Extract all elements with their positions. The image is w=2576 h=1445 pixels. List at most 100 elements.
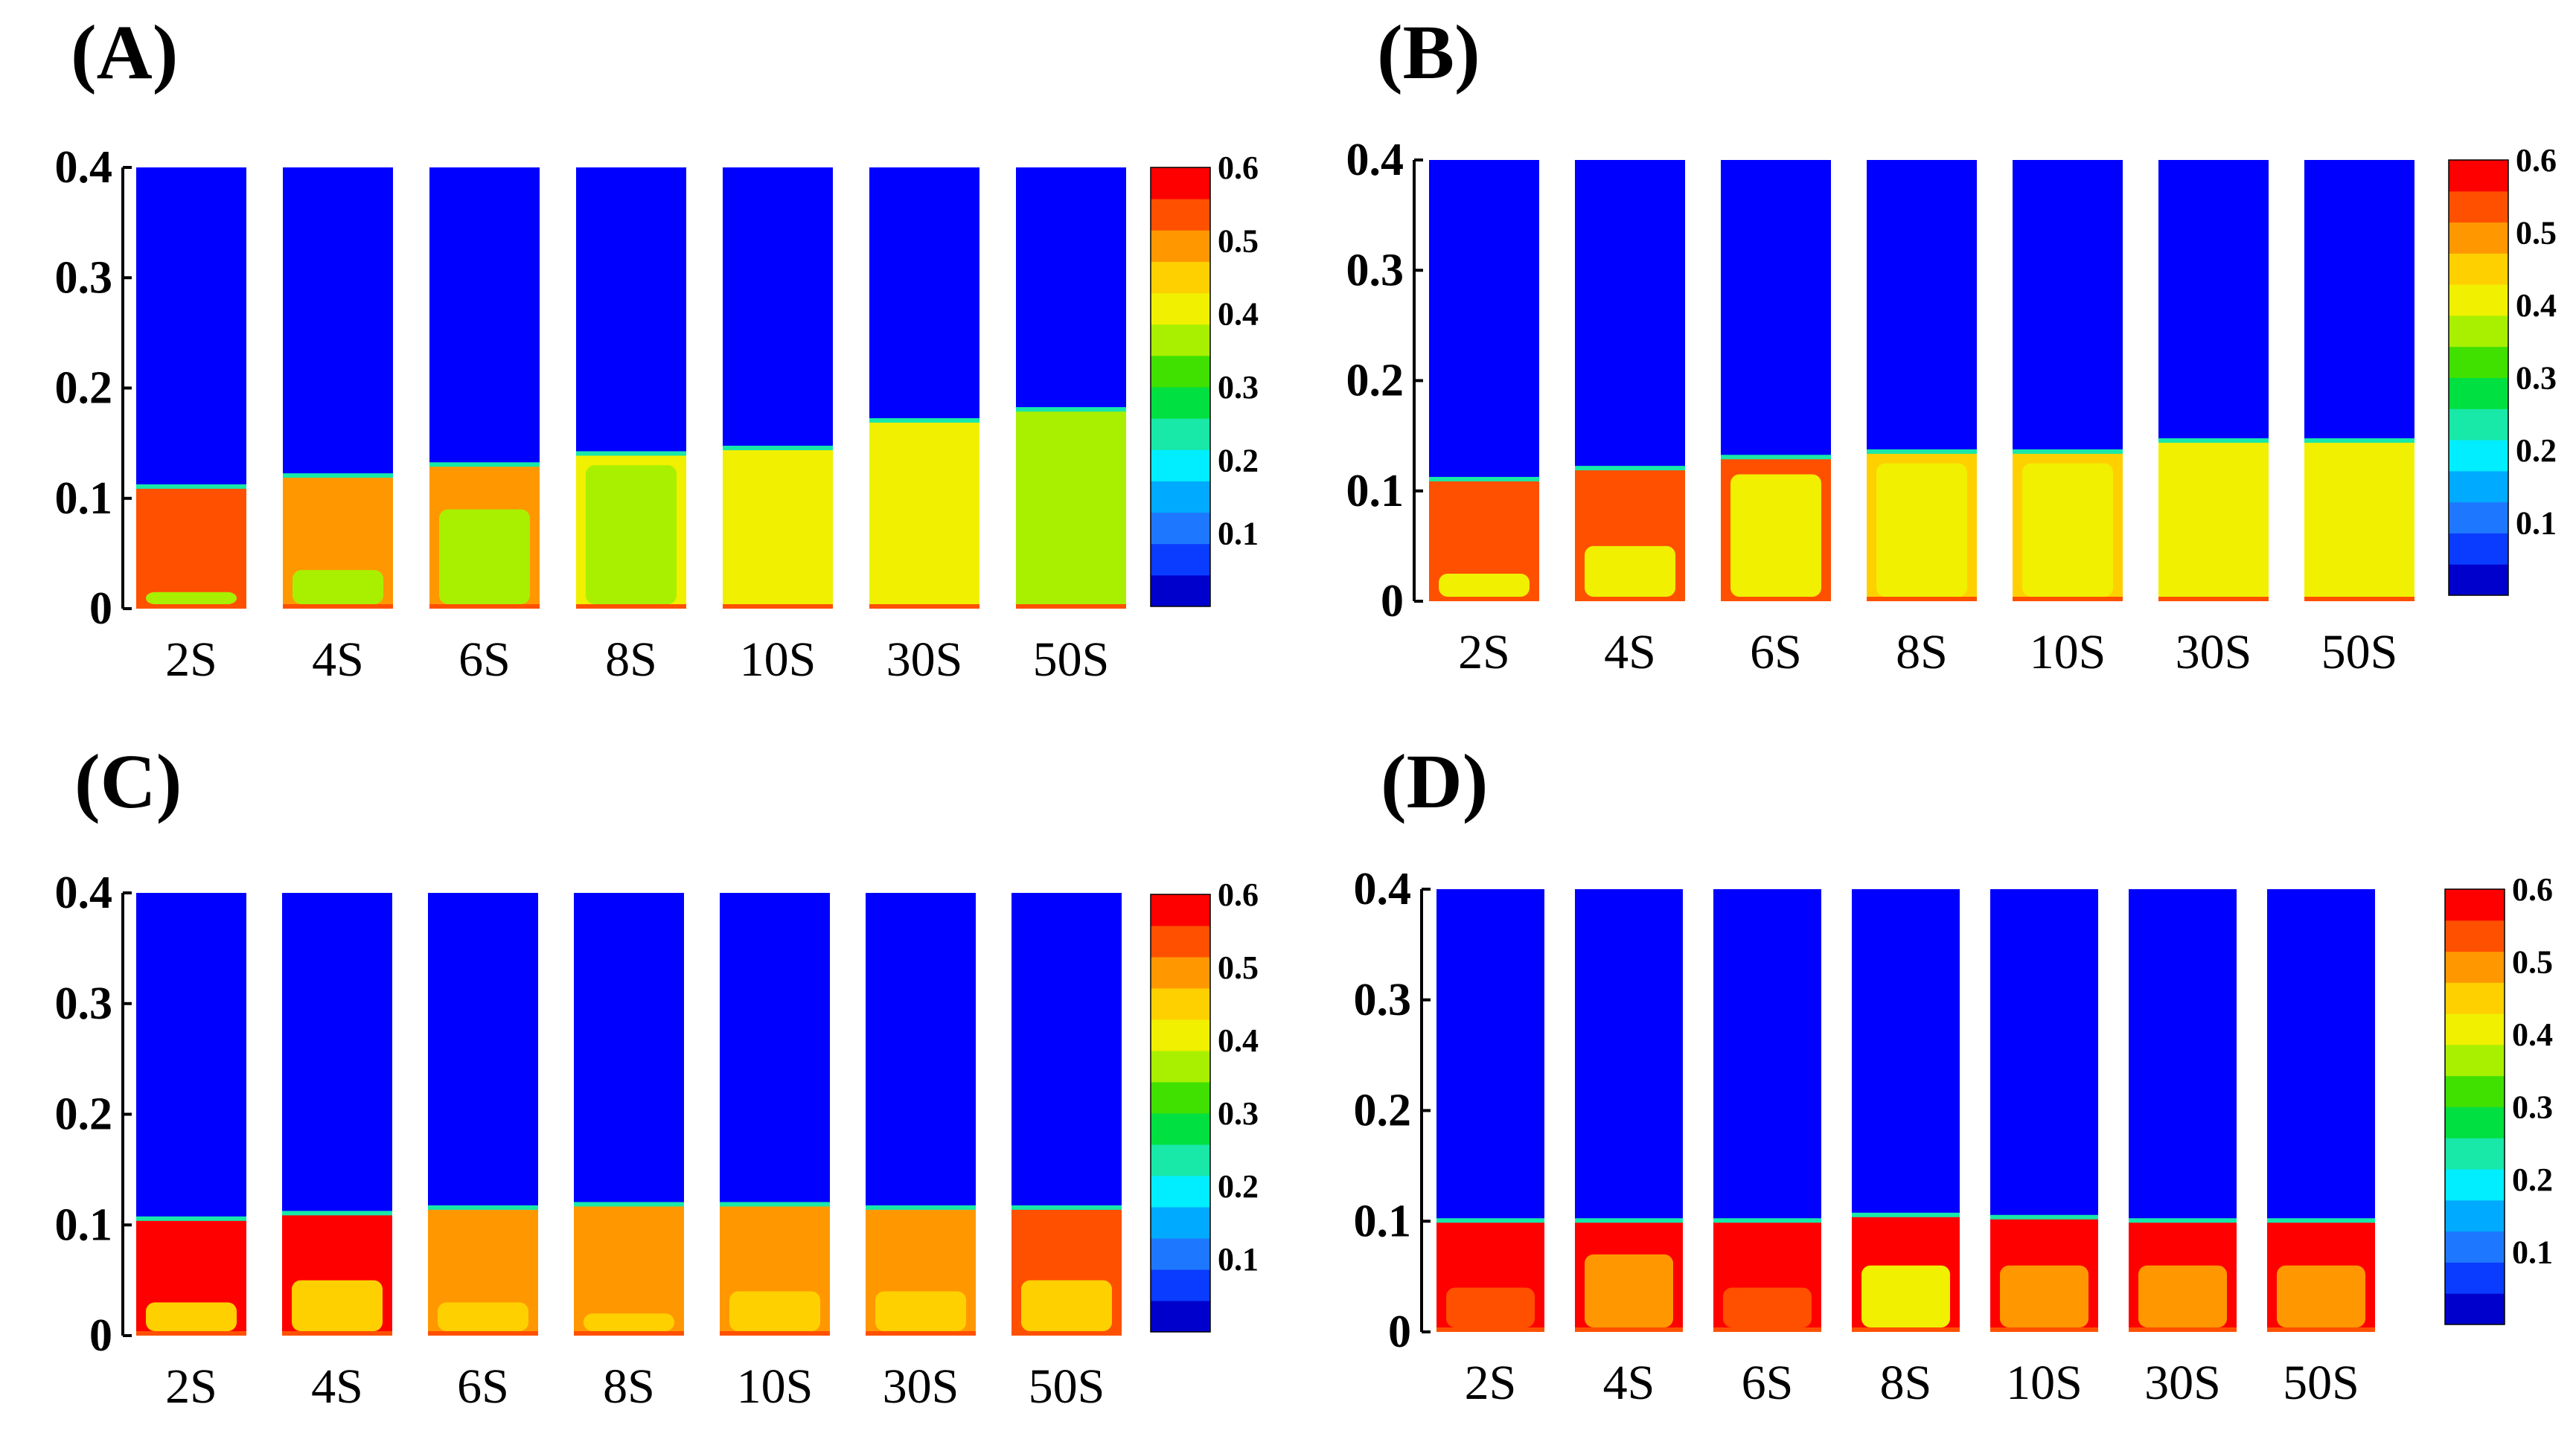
panel-c: (C) 0 0.1 0.2 0.3 0.4 2S 4S 6S 8S 10S 30S 50S 0.1 0.2 0…: [55, 739, 1259, 1414]
colorbar-segment: [2449, 284, 2508, 316]
colorbar-segment: [2449, 408, 2508, 440]
bar-bottom: [1990, 1327, 2098, 1332]
colorbar-segment: [2449, 315, 2508, 347]
bar-bottom: [428, 1331, 538, 1336]
x-tick-label: 6S: [1750, 625, 1802, 679]
x-tick-label: 4S: [1604, 625, 1656, 679]
bar-interface: [1721, 455, 1831, 460]
x-tick-label: 10S: [737, 1359, 814, 1414]
bar-interface: [723, 446, 833, 451]
x-tick-label: 2S: [165, 632, 217, 687]
bar-interface: [1852, 1212, 1960, 1217]
colorbar-segment: [2449, 440, 2508, 472]
y-tick-label: 0: [89, 1310, 112, 1361]
colorbar-segment: [1151, 926, 1210, 958]
bar-bottom: [1575, 597, 1685, 601]
panel-label: (C): [74, 739, 182, 824]
panel-label: (D): [1381, 739, 1488, 824]
colorbar-tick-label: 0.5: [2512, 944, 2553, 981]
colorbar-tick-label: 0.1: [1218, 516, 1259, 552]
bar-interface: [2013, 449, 2123, 454]
x-tick-label: 4S: [1603, 1356, 1655, 1410]
colorbar-segment: [2445, 951, 2505, 983]
bar-interface: [136, 484, 246, 489]
colorbar-tick-label: 0.1: [1218, 1241, 1259, 1278]
panel-label: (B): [1377, 10, 1480, 95]
colorbar-tick-label: 0.4: [2516, 287, 2557, 324]
bar-interface: [2158, 438, 2269, 443]
bar-core: [2000, 1265, 2088, 1327]
colorbar-segment: [1151, 1238, 1210, 1270]
y-tick-label: 0.3: [1346, 245, 1404, 295]
bar-interface: [283, 473, 393, 478]
bar-core: [1861, 1265, 1950, 1327]
colorbar-tick-label: 0.6: [1218, 877, 1259, 913]
colorbar-frame: [2448, 159, 2509, 596]
bar-interface: [1016, 407, 1126, 412]
bar-interface: [576, 451, 686, 456]
bar-bottom: [429, 604, 540, 609]
colorbar-segment: [2449, 253, 2508, 285]
bar-interface: [2267, 1218, 2375, 1223]
bar-core: [2277, 1265, 2365, 1327]
x-tick-label: 30S: [886, 632, 963, 687]
y-tick-label: 0.2: [1354, 1086, 1412, 1136]
colorbar-segment: [1151, 292, 1210, 325]
colorbar-tick-label: 0.6: [2516, 142, 2557, 179]
bar-core: [438, 1302, 528, 1331]
colorbar-tick-label: 0.3: [1218, 1095, 1259, 1132]
colorbar-segment: [1151, 324, 1210, 356]
bar-bottom: [574, 1331, 684, 1336]
colorbar-tick-label: 0.4: [1218, 296, 1259, 333]
colorbar-segment: [2449, 160, 2508, 192]
bar-interface: [2129, 1218, 2237, 1223]
colorbar-tick-label: 0.2: [2516, 432, 2557, 469]
bar-bottom: [283, 604, 393, 609]
bar-core: [293, 570, 383, 604]
bar-interface: [1990, 1214, 2098, 1220]
bar-bottom: [1016, 604, 1126, 609]
x-tick-label: 30S: [2176, 625, 2252, 679]
x-tick-label: 6S: [1742, 1356, 1794, 1410]
colorbar-frame: [2444, 888, 2505, 1325]
x-tick-label: 2S: [1465, 1356, 1517, 1410]
x-tick-label: 30S: [2144, 1356, 2221, 1410]
colorbar-segment: [1151, 1207, 1210, 1239]
colorbar-segment: [1151, 449, 1210, 481]
colorbar-segment: [1151, 512, 1210, 545]
y-tick-label: 0.4: [1354, 864, 1412, 914]
bar-interface: [866, 1205, 976, 1210]
panel-d: (D) 0 0.1 0.2 0.3 0.4 2S 4S 6S 8S 10S 30S 50S 0.1 0.2 0…: [1354, 739, 2554, 1410]
colorbar-segment: [1151, 418, 1210, 450]
bar-core: [2314, 446, 2405, 597]
bar-core: [146, 592, 237, 604]
bar-core: [1026, 415, 1116, 604]
x-tick-label: 10S: [740, 632, 816, 687]
bar-bottom: [1721, 597, 1831, 601]
y-tick-label: 0.1: [55, 1199, 113, 1250]
x-tick-label: 8S: [603, 1359, 655, 1414]
bar-bottom: [2129, 1327, 2237, 1332]
x-tick-label: 8S: [605, 632, 657, 687]
bar-core: [729, 1291, 820, 1331]
colorbar-tick-label: 0.6: [1218, 150, 1259, 186]
colorbar-segment: [1151, 167, 1210, 199]
colorbar-tick-label: 0.6: [2512, 871, 2553, 908]
bar-core: [1585, 545, 1675, 597]
x-tick-label: 2S: [165, 1359, 217, 1414]
bar-core: [879, 426, 970, 604]
colorbar-tick-label: 0.1: [2516, 505, 2557, 542]
y-tick-label: 0.4: [1346, 135, 1404, 185]
bar-interface: [1011, 1205, 1122, 1210]
y-tick-label: 0: [1388, 1307, 1411, 1357]
bar-core: [2168, 446, 2259, 597]
x-tick-label: 10S: [2030, 625, 2106, 679]
bar-core: [1730, 474, 1821, 597]
colorbar-segment: [1151, 1082, 1210, 1114]
x-tick-label: 6S: [458, 632, 511, 687]
bar-bottom: [2013, 597, 2123, 601]
bar-core: [1021, 1280, 1112, 1331]
y-tick-label: 0.4: [55, 868, 113, 918]
y-tick-label: 0.1: [55, 473, 113, 524]
bar-core: [2022, 463, 2113, 597]
